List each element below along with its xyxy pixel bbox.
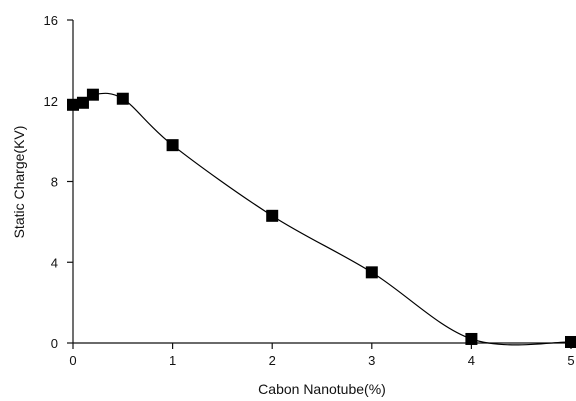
series (72, 92, 572, 346)
data-point-marker (266, 209, 279, 222)
x-tick-label: 5 (567, 353, 574, 368)
data-point-marker (116, 92, 129, 105)
y-tick-label: 12 (44, 94, 58, 109)
series-line (72, 92, 572, 346)
ticks (67, 19, 572, 349)
y-tick-label: 0 (51, 336, 58, 351)
y-tick-label: 16 (44, 13, 58, 28)
x-tick-label: 2 (269, 353, 276, 368)
x-tick-label: 1 (169, 353, 176, 368)
data-point-marker (76, 96, 89, 109)
x-tick-label: 3 (368, 353, 375, 368)
x-tick-label: 4 (468, 353, 475, 368)
x-axis-title: Cabon Nanotube(%) (258, 381, 386, 397)
axes (72, 20, 571, 344)
data-point-marker (565, 335, 576, 348)
data-point-marker (86, 88, 99, 101)
y-tick-label: 4 (51, 255, 58, 270)
y-tick-label: 8 (51, 175, 58, 190)
data-point-marker (166, 139, 179, 152)
y-axis-title: Static Charge(KV) (11, 126, 27, 239)
x-tick-label: 0 (69, 353, 76, 368)
data-point-marker (465, 332, 478, 345)
data-point-marker (365, 266, 378, 279)
markers (67, 88, 576, 348)
data-point-marker (67, 98, 79, 111)
